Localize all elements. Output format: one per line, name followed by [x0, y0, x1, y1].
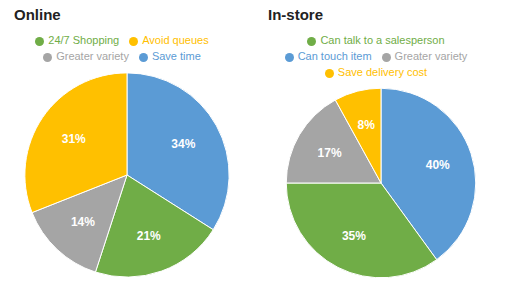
html-text:In-store: In-store: [268, 6, 323, 23]
html-text:24/7 Shopping: 24/7 Shopping: [48, 34, 120, 46]
html-text:Can talk to a salesperson: Can talk to a salesperson: [320, 34, 445, 46]
svg-text:14%: 14%: [71, 215, 95, 229]
svg-text:21%: 21%: [137, 229, 161, 243]
svg-text:34%: 34%: [171, 137, 195, 151]
html-text:Greater variety: Greater variety: [56, 50, 129, 62]
html-text:Save delivery cost: Save delivery cost: [337, 66, 428, 78]
html-text:Can touch item: Can touch item: [297, 50, 372, 62]
svg-text:35%: 35%: [342, 229, 366, 243]
html-text:Avoid queues: Avoid queues: [142, 34, 209, 46]
html-text:Online: Online: [14, 6, 61, 23]
svg-text:17%: 17%: [318, 146, 342, 160]
html-text:Save time: Save time: [151, 50, 201, 62]
svg-text:8%: 8%: [357, 118, 375, 132]
html-text:Greater variety: Greater variety: [394, 50, 468, 62]
svg-text:40%: 40%: [426, 158, 450, 172]
svg-text:31%: 31%: [62, 132, 86, 146]
